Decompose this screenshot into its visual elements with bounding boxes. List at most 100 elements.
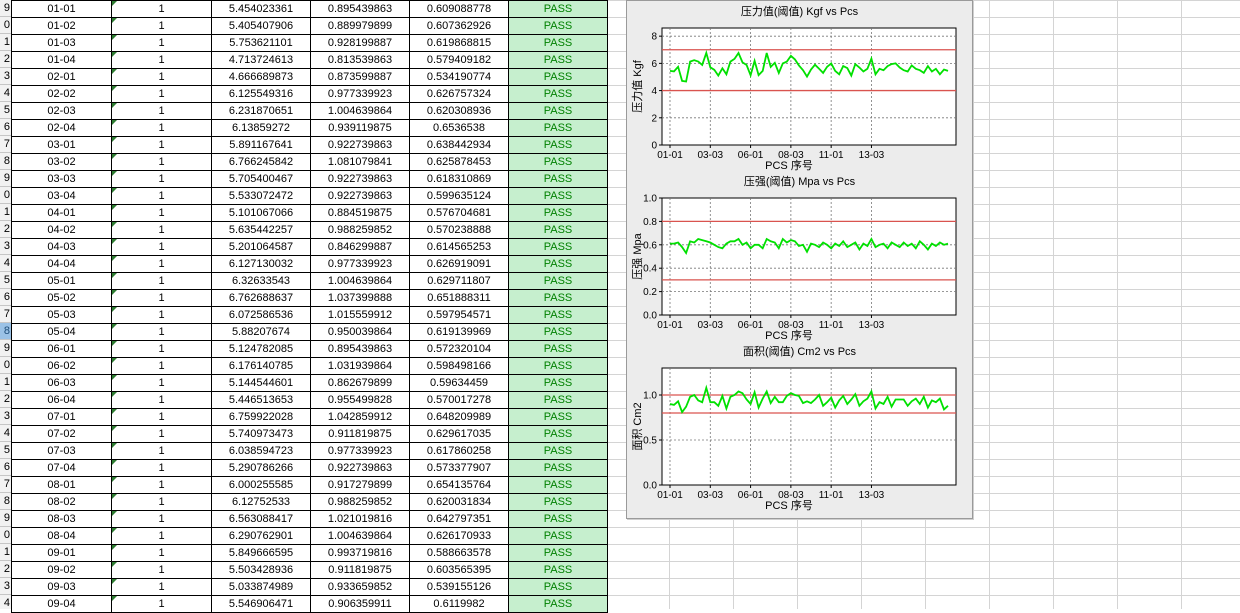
area-value-cell[interactable]: 0.620031834: [409, 493, 509, 511]
stress-value-cell[interactable]: 0.922739863: [310, 459, 410, 477]
row-id-cell[interactable]: 08-01: [11, 476, 112, 494]
result-pass-cell[interactable]: PASS: [508, 204, 608, 222]
row-header[interactable]: 6: [0, 119, 11, 136]
row-header[interactable]: 9: [0, 0, 11, 17]
quantity-cell[interactable]: 1: [111, 459, 212, 477]
result-pass-cell[interactable]: PASS: [508, 578, 608, 596]
row-id-cell[interactable]: 02-04: [11, 119, 112, 137]
pressure-value-cell[interactable]: 5.635442257: [211, 221, 311, 239]
pressure-value-cell[interactable]: 6.176140785: [211, 357, 311, 375]
result-pass-cell[interactable]: PASS: [508, 374, 608, 392]
result-pass-cell[interactable]: PASS: [508, 170, 608, 188]
pressure-value-cell[interactable]: 5.446513653: [211, 391, 311, 409]
quantity-cell[interactable]: 1: [111, 51, 212, 69]
row-id-cell[interactable]: 05-01: [11, 272, 112, 290]
area-value-cell[interactable]: 0.629617035: [409, 425, 509, 443]
row-header[interactable]: 2: [0, 221, 11, 238]
result-pass-cell[interactable]: PASS: [508, 153, 608, 171]
pressure-value-cell[interactable]: 6.563088417: [211, 510, 311, 528]
result-pass-cell[interactable]: PASS: [508, 323, 608, 341]
quantity-cell[interactable]: 1: [111, 0, 212, 18]
stress-value-cell[interactable]: 0.922739863: [310, 170, 410, 188]
stress-value-cell[interactable]: 0.895439863: [310, 0, 410, 18]
row-header[interactable]: 0: [0, 527, 11, 544]
row-header[interactable]: 9: [0, 170, 11, 187]
row-id-cell[interactable]: 02-01: [11, 68, 112, 86]
stress-value-cell[interactable]: 0.873599887: [310, 68, 410, 86]
result-pass-cell[interactable]: PASS: [508, 272, 608, 290]
pressure-value-cell[interactable]: 5.201064587: [211, 238, 311, 256]
stress-value-cell[interactable]: 1.081079841: [310, 153, 410, 171]
row-id-cell[interactable]: 01-04: [11, 51, 112, 69]
stress-value-cell[interactable]: 0.928199887: [310, 34, 410, 52]
quantity-cell[interactable]: 1: [111, 561, 212, 579]
stress-value-cell[interactable]: 1.004639864: [310, 272, 410, 290]
result-pass-cell[interactable]: PASS: [508, 595, 608, 613]
area-value-cell[interactable]: 0.534190774: [409, 68, 509, 86]
quantity-cell[interactable]: 1: [111, 255, 212, 273]
pressure-value-cell[interactable]: 4.666689873: [211, 68, 311, 86]
result-pass-cell[interactable]: PASS: [508, 391, 608, 409]
row-id-cell[interactable]: 08-02: [11, 493, 112, 511]
area-value-cell[interactable]: 0.629711807: [409, 272, 509, 290]
result-pass-cell[interactable]: PASS: [508, 544, 608, 562]
stress-value-cell[interactable]: 0.955499828: [310, 391, 410, 409]
pressure-value-cell[interactable]: 5.503428936: [211, 561, 311, 579]
quantity-cell[interactable]: 1: [111, 476, 212, 494]
row-id-cell[interactable]: 07-04: [11, 459, 112, 477]
row-header[interactable]: 7: [0, 306, 11, 323]
area-value-cell[interactable]: 0.573377907: [409, 459, 509, 477]
row-id-cell[interactable]: 03-01: [11, 136, 112, 154]
row-header[interactable]: 5: [0, 272, 11, 289]
row-header[interactable]: 3: [0, 68, 11, 85]
quantity-cell[interactable]: 1: [111, 425, 212, 443]
result-pass-cell[interactable]: PASS: [508, 442, 608, 460]
result-pass-cell[interactable]: PASS: [508, 238, 608, 256]
result-pass-cell[interactable]: PASS: [508, 34, 608, 52]
stress-value-cell[interactable]: 1.031939864: [310, 357, 410, 375]
stress-value-cell[interactable]: 0.977339923: [310, 255, 410, 273]
chart-window[interactable]: 压力值(阈值) Kgf vs Pcs 01-01 03-03 06-01 08-03 1…: [626, 0, 973, 519]
pressure-value-cell[interactable]: 5.740973473: [211, 425, 311, 443]
row-id-cell[interactable]: 02-03: [11, 102, 112, 120]
stress-value-cell[interactable]: 1.037399888: [310, 289, 410, 307]
row-header[interactable]: 6: [0, 459, 11, 476]
area-value-cell[interactable]: 0.619139969: [409, 323, 509, 341]
area-value-cell[interactable]: 0.603565395: [409, 561, 509, 579]
pressure-value-cell[interactable]: 5.101067066: [211, 204, 311, 222]
row-id-cell[interactable]: 09-03: [11, 578, 112, 596]
quantity-cell[interactable]: 1: [111, 102, 212, 120]
row-id-cell[interactable]: 01-02: [11, 17, 112, 35]
quantity-cell[interactable]: 1: [111, 323, 212, 341]
result-pass-cell[interactable]: PASS: [508, 187, 608, 205]
stress-value-cell[interactable]: 0.922739863: [310, 187, 410, 205]
result-pass-cell[interactable]: PASS: [508, 221, 608, 239]
stress-value-cell[interactable]: 0.993719816: [310, 544, 410, 562]
area-value-cell[interactable]: 0.579409182: [409, 51, 509, 69]
stress-value-cell[interactable]: 0.884519875: [310, 204, 410, 222]
pressure-value-cell[interactable]: 5.891167641: [211, 136, 311, 154]
stress-value-cell[interactable]: 0.933659852: [310, 578, 410, 596]
row-id-cell[interactable]: 06-01: [11, 340, 112, 358]
area-value-cell[interactable]: 0.614565253: [409, 238, 509, 256]
result-pass-cell[interactable]: PASS: [508, 357, 608, 375]
row-header[interactable]: 5: [0, 442, 11, 459]
quantity-cell[interactable]: 1: [111, 510, 212, 528]
quantity-cell[interactable]: 1: [111, 221, 212, 239]
pressure-value-cell[interactable]: 5.533072472: [211, 187, 311, 205]
row-id-cell[interactable]: 08-04: [11, 527, 112, 545]
row-header[interactable]: 1: [0, 374, 11, 391]
stress-value-cell[interactable]: 0.950039864: [310, 323, 410, 341]
result-pass-cell[interactable]: PASS: [508, 476, 608, 494]
row-header[interactable]: 8: [0, 323, 11, 340]
pressure-value-cell[interactable]: 6.231870651: [211, 102, 311, 120]
result-pass-cell[interactable]: PASS: [508, 306, 608, 324]
result-pass-cell[interactable]: PASS: [508, 289, 608, 307]
area-value-cell[interactable]: 0.626170933: [409, 527, 509, 545]
quantity-cell[interactable]: 1: [111, 238, 212, 256]
row-header[interactable]: 4: [0, 85, 11, 102]
quantity-cell[interactable]: 1: [111, 374, 212, 392]
area-value-cell[interactable]: 0.588663578: [409, 544, 509, 562]
area-value-cell[interactable]: 0.625878453: [409, 153, 509, 171]
row-header[interactable]: 0: [0, 17, 11, 34]
